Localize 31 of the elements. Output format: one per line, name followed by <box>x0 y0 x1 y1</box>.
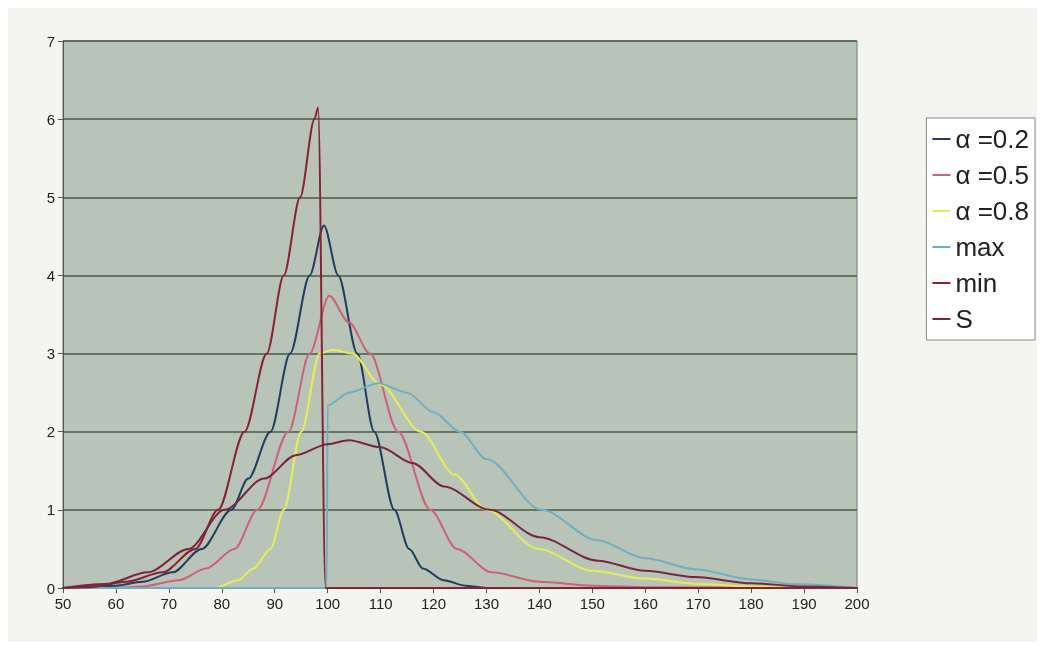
x-tick-label: 90 <box>266 595 284 612</box>
x-tick-label: 150 <box>579 595 605 612</box>
legend-label: α =0.8 <box>955 196 1030 226</box>
x-tick-label: 190 <box>791 595 817 612</box>
x-tick-label: 70 <box>160 595 178 612</box>
y-tick-label: 0 <box>46 579 55 597</box>
x-tick-label: 110 <box>368 595 393 612</box>
x-tick-label: 130 <box>473 595 499 612</box>
x-tick-label: 170 <box>685 595 711 612</box>
legend-label: α =0.5 <box>955 160 1030 190</box>
x-tick-label: 140 <box>526 595 552 612</box>
x-tick-label: 60 <box>107 595 125 612</box>
y-tick-label: 1 <box>46 501 55 519</box>
x-tick-label: 180 <box>738 595 764 612</box>
x-tick-label: 160 <box>632 595 658 612</box>
legend-label: S <box>955 304 973 334</box>
y-tick-label: 4 <box>46 266 55 284</box>
legend-label: min <box>955 268 998 298</box>
x-tick-label: 50 <box>54 595 72 612</box>
x-tick-label: 120 <box>421 595 447 612</box>
x-tick-label: 80 <box>213 595 231 612</box>
x-tick-label: 200 <box>844 595 870 612</box>
y-tick-label: 5 <box>46 188 55 206</box>
y-tick-label: 3 <box>46 345 55 363</box>
line-series <box>62 439 858 589</box>
x-tick-label: 100 <box>315 595 341 612</box>
legend-label: α =0.2 <box>955 124 1030 154</box>
y-tick-label: 7 <box>46 32 55 50</box>
legend-label: max <box>955 232 1005 262</box>
y-tick-label: 6 <box>46 110 55 128</box>
y-tick-label: 2 <box>46 423 55 441</box>
